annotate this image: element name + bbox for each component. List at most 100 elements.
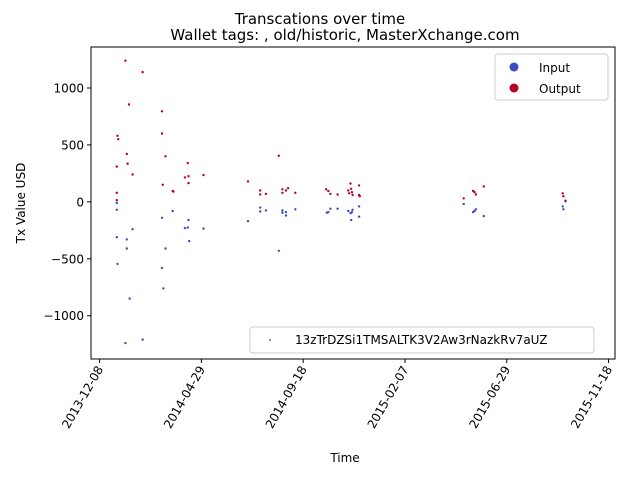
secondary-legend-box [249,326,595,354]
input-point [183,226,187,230]
input-point [294,208,297,211]
output-point [294,191,297,194]
input-point [264,209,268,212]
output-point [357,184,361,187]
x-tick-label: 2015-06-29 [466,364,513,431]
legend: Input Output [494,53,609,101]
output-point [117,138,120,141]
x-tick-label: 2014-09-18 [263,364,310,431]
output-point [187,181,190,185]
output-point [324,188,328,191]
input-point [171,209,174,213]
output-point [115,199,119,202]
plot-area [115,59,567,345]
input-point [125,238,128,241]
output-point [116,134,119,137]
input-point [259,206,262,209]
output-point [349,182,352,185]
y-axis: −1000 −500 0 500 1000 [43,81,91,323]
output-point [284,189,288,192]
input-point [164,247,167,250]
legend-label-output: Output [539,82,581,96]
output-point [186,161,189,165]
output-point [277,154,280,157]
input-point [131,228,134,231]
legend-label-input: Input [539,61,570,75]
output-point [115,165,119,168]
y-tick-label: 1000 [53,81,84,95]
input-point [246,220,250,223]
input-point [284,214,288,217]
input-point [160,216,164,219]
secondary-legend: 13zTrDZSi1TMSALTK3V2Aw3rNazkRv7aUZ [249,326,595,354]
input-point [277,249,280,252]
output-point [127,103,131,106]
output-point [183,176,187,179]
output-point [473,191,476,194]
output-point [160,110,164,113]
input-point [482,214,485,218]
output-point [562,195,565,198]
output-point [329,192,332,196]
chart-subtitle: Wallet tags: , old/historic, MasterXchan… [170,26,519,44]
input-point [350,210,354,214]
output-point [351,193,354,197]
input-point [357,205,361,208]
output-point [482,185,485,188]
axes-frame [90,46,616,360]
input-point [115,201,119,205]
x-tick-label: 2013-12-08 [59,364,106,431]
output-point [125,152,128,156]
y-tick-label: −1000 [43,309,84,323]
input-point [347,209,350,213]
output-point [336,193,339,196]
output-point [358,195,361,198]
output-point [141,70,144,74]
y-tick-label: −500 [51,252,84,266]
input-point [186,226,189,229]
output-point [264,192,268,196]
chart-title: Transcations over time [234,10,406,28]
input-point [474,208,478,211]
input-point [160,266,164,270]
output-point [115,191,119,194]
output-point [172,190,175,193]
input-point [336,207,339,210]
input-point [188,239,191,243]
input-point [115,208,119,211]
input-point [284,210,288,214]
input-point [462,202,465,206]
y-axis-label: Tx Value USD [14,163,28,245]
input-point [128,297,131,300]
input-point [350,218,353,222]
y-tick-label: 500 [61,138,84,152]
input-point [562,208,565,211]
legend-marker-input [509,62,519,72]
input-point [281,211,284,214]
input-point [116,262,119,266]
output-point [126,162,129,165]
output-point [281,191,284,194]
output-point [161,183,164,186]
x-axis: 2013-12-08 2014-04-29 2014-09-18 2015-02-07… [59,359,615,431]
output-point [561,192,564,195]
output-point [124,59,127,62]
input-point [561,205,564,208]
output-point [259,189,262,192]
output-point [350,191,354,194]
output-point [259,193,262,196]
y-tick-label: 0 [76,195,84,209]
x-axis-label: Time [329,451,359,465]
output-point [347,192,351,195]
output-point [246,180,250,183]
output-point [350,187,353,190]
secondary-legend-marker [269,339,271,341]
input-point [187,218,190,222]
x-tick-label: 2014-04-29 [161,364,208,431]
output-point [281,188,284,191]
output-point [327,189,330,193]
output-point [187,175,190,178]
x-tick-label: 2015-11-18 [568,364,615,431]
input-point [327,210,330,214]
